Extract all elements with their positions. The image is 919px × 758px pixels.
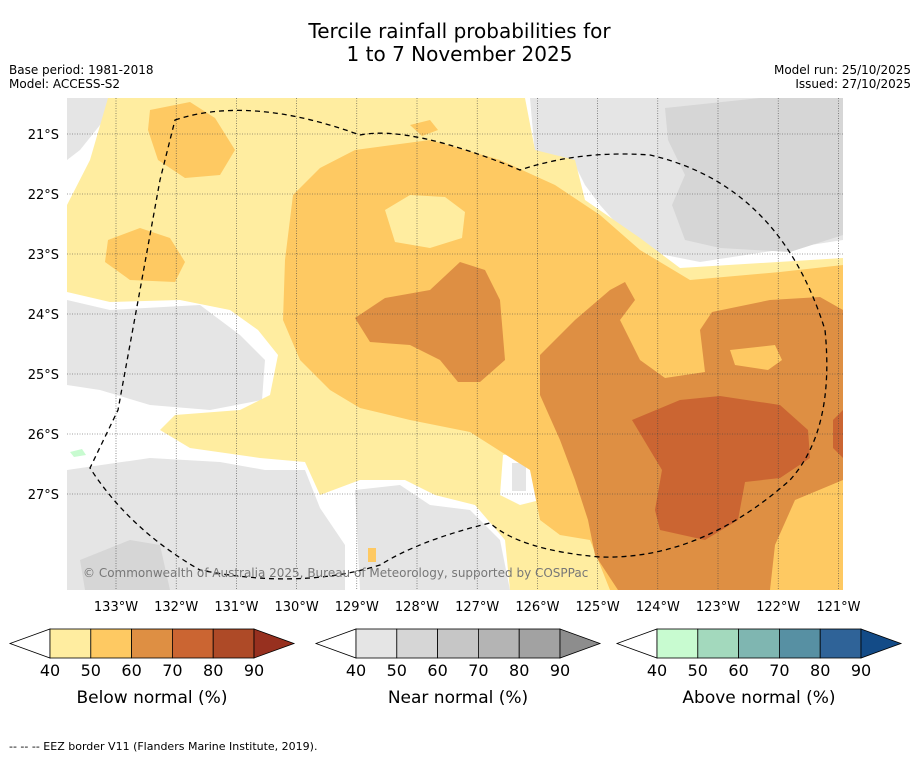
colorbar-tick: 70 <box>468 661 488 680</box>
lat-label: 25°S <box>28 368 59 383</box>
colorbar-max-arrow <box>559 628 602 659</box>
longitude-labels: 133°W 132°W 131°W 130°W 129°W 128°W 127°W 126°W… <box>94 600 861 615</box>
lon-label: 123°W <box>696 600 740 615</box>
colorbar-tick: 70 <box>162 661 182 680</box>
gridlines <box>67 98 843 590</box>
near-normal-region-w <box>67 300 265 410</box>
lon-label: 126°W <box>515 600 559 615</box>
issued-date: Issued: 27/10/2025 <box>795 77 911 91</box>
colorbar-segment <box>90 628 133 659</box>
lon-label: 131°W <box>214 600 258 615</box>
colorbar-segment <box>437 628 479 659</box>
colorbar-tick: 40 <box>346 661 366 680</box>
near-normal-spot <box>512 463 526 491</box>
below-normal-speck <box>368 548 376 562</box>
lat-label: 27°S <box>28 488 59 503</box>
lon-label: 124°W <box>636 600 680 615</box>
colorbar-segment <box>779 628 821 659</box>
colorbar-tick: 90 <box>244 661 264 680</box>
colorbar-1: 40 50 60 70 80 90 Below normal (%) <box>8 628 296 708</box>
model-name: Model: ACCESS-S2 <box>9 77 121 91</box>
colorbar-segment <box>355 628 398 659</box>
title-line-1: Tercile rainfall probabilities for <box>308 19 611 43</box>
lon-label: 127°W <box>455 600 499 615</box>
near-normal-50-ne <box>665 98 843 252</box>
colorbar-label: Near normal (%) <box>388 688 528 708</box>
colorbar-min-arrow <box>615 628 658 659</box>
colorbar-tick: 60 <box>427 661 447 680</box>
latitude-labels: 21°S 22°S 23°S 24°S 25°S 26°S 27°S <box>28 128 59 503</box>
below-normal-50-w <box>105 228 185 282</box>
colorbar-segment <box>49 628 92 659</box>
below-normal-70-edge <box>833 410 843 458</box>
colorbar-segment <box>212 628 255 659</box>
meta-right: Model run: 25/10/2025 Issued: 27/10/2025 <box>774 63 911 91</box>
colorbar-tick: 80 <box>509 661 529 680</box>
meta-left: Base period: 1981-2018 Model: ACCESS-S2 <box>9 63 154 91</box>
colorbar-tick: 80 <box>810 661 830 680</box>
probability-map: © Commonwealth of Australia 2025, Bureau… <box>8 98 903 708</box>
lon-label: 132°W <box>154 600 198 615</box>
colorbar-tick: 70 <box>769 661 789 680</box>
colorbar-legends: 40 50 60 70 80 90 Below normal (%) 40 50 60 70 80 90… <box>8 628 903 708</box>
lon-label: 129°W <box>335 600 379 615</box>
colorbar-tick: 50 <box>81 661 101 680</box>
colorbar-max-arrow <box>253 628 296 659</box>
lat-label: 21°S <box>28 128 59 143</box>
colorbar-tick: 80 <box>203 661 223 680</box>
colorbar-2: 40 50 60 70 80 90 Near normal (%) <box>314 628 602 708</box>
near-normal-region-s <box>355 485 510 590</box>
below-normal-50-se <box>770 480 843 590</box>
colorbar-max-arrow <box>860 628 903 659</box>
eez-footnote: -- -- -- EEZ border V11 (Flanders Marine… <box>9 740 318 753</box>
lon-label: 121°W <box>816 600 860 615</box>
colorbar-segment <box>518 628 561 659</box>
colorbar-label: Below normal (%) <box>77 688 228 708</box>
title-line-2: 1 to 7 November 2025 <box>346 42 573 66</box>
colorbar-segment <box>477 628 520 659</box>
colorbar-segment <box>171 628 214 659</box>
colorbar-tick: 90 <box>550 661 570 680</box>
colorbar-label: Above normal (%) <box>682 688 835 708</box>
above-normal-speck <box>70 449 86 457</box>
colorbar-tick: 90 <box>851 661 871 680</box>
below-normal-70-region <box>632 396 810 540</box>
colorbar-segment <box>396 628 438 659</box>
colorbar-segment <box>131 628 173 659</box>
colorbar-tick: 50 <box>688 661 708 680</box>
chart-title: Tercile rainfall probabilities for 1 to … <box>0 20 919 66</box>
lat-label: 26°S <box>28 428 59 443</box>
colorbar-segment <box>697 628 739 659</box>
lon-label: 130°W <box>275 600 319 615</box>
below-normal-50-nw <box>148 102 235 178</box>
lon-label: 122°W <box>756 600 800 615</box>
lat-label: 23°S <box>28 248 59 263</box>
colorbar-segment <box>738 628 780 659</box>
colorbar-tick: 60 <box>728 661 748 680</box>
lon-label: 128°W <box>395 600 439 615</box>
eez-border <box>89 109 828 580</box>
colorbar-segment <box>819 628 862 659</box>
copyright-note: © Commonwealth of Australia 2025, Bureau… <box>83 566 588 580</box>
colorbar-min-arrow <box>8 628 51 659</box>
lat-label: 22°S <box>28 188 59 203</box>
colorbar-segment <box>656 628 699 659</box>
colorbar-min-arrow <box>314 628 357 659</box>
below-normal-40-island <box>385 195 465 248</box>
near-normal-50-sw <box>80 540 170 590</box>
colorbar-tick: 40 <box>647 661 667 680</box>
map-fields: © Commonwealth of Australia 2025, Bureau… <box>67 98 843 590</box>
lat-label: 24°S <box>28 308 59 323</box>
lon-label: 133°W <box>94 600 138 615</box>
below-normal-60-west <box>355 262 505 382</box>
colorbar-tick: 60 <box>121 661 141 680</box>
lon-label: 125°W <box>576 600 620 615</box>
base-period: Base period: 1981-2018 <box>9 63 154 77</box>
model-run: Model run: 25/10/2025 <box>773 63 911 77</box>
colorbar-tick: 50 <box>387 661 407 680</box>
below-normal-50-hole <box>730 345 782 370</box>
colorbar-tick: 40 <box>40 661 60 680</box>
colorbar-3: 40 50 60 70 80 90 Above normal (%) <box>615 628 903 708</box>
